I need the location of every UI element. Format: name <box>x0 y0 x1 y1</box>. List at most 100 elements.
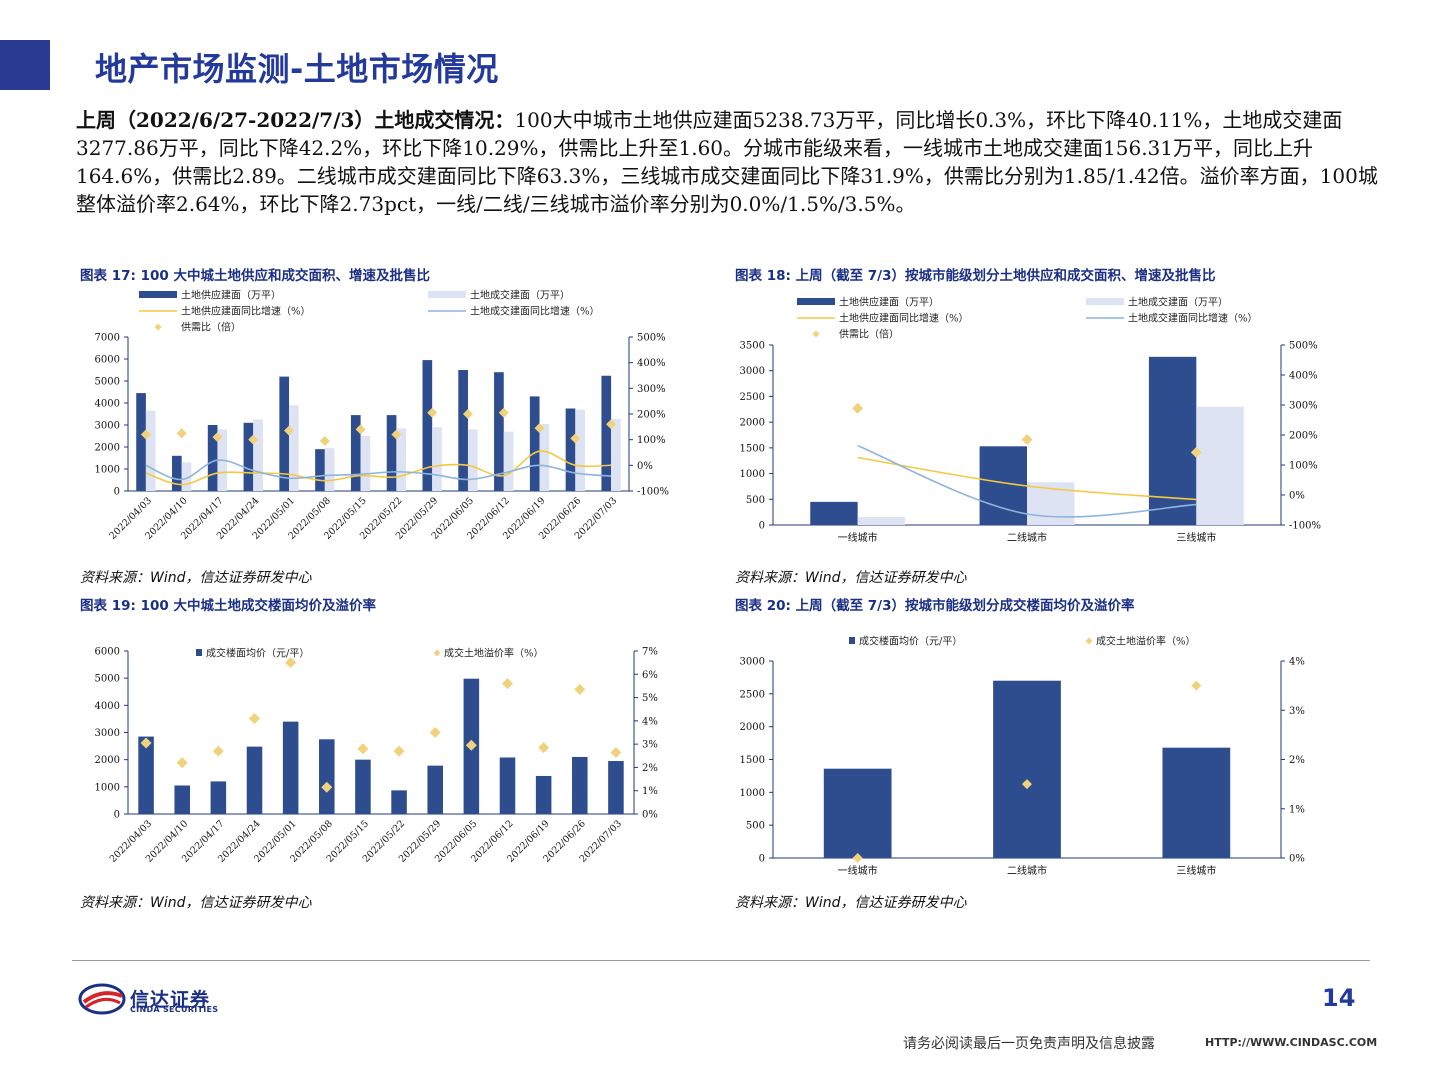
bar-0-11 <box>529 396 540 491</box>
bar-0-0 <box>810 501 858 525</box>
fig19-source: 资料来源：Wind，信达证券研发中心 <box>80 895 312 911</box>
point-4-3 <box>248 434 259 445</box>
fig19-title: 图表 19: 100 大中城土地成交楼面均价及溢价率 <box>80 598 376 614</box>
y2-tick-label-6: 500% <box>637 333 666 344</box>
legend-label-2: 土地供应建面同比增速（%） <box>181 305 311 318</box>
bar-0-12 <box>565 408 576 491</box>
y-tick-label-5: 5000 <box>95 377 120 388</box>
legend-label-0: 成交楼面均价（元/平） <box>859 635 962 648</box>
y2-tick-label-3: 3% <box>642 740 658 751</box>
y2-tick-label-5: 400% <box>1289 371 1318 382</box>
y2-tick-label-1: 1% <box>642 786 658 797</box>
legend-label-0: 成交楼面均价（元/平） <box>206 647 309 660</box>
bar-1-11 <box>539 423 550 491</box>
point-4-10 <box>498 407 509 418</box>
point-1-3 <box>249 713 260 725</box>
legend-label-3: 土地成交建面同比增速（%） <box>1128 312 1258 325</box>
point-4-6 <box>355 424 366 435</box>
y2-tick-label-2: 2% <box>642 763 658 774</box>
x-tick-label-2: 三线城市 <box>1176 531 1216 544</box>
bar-0-4 <box>282 721 299 814</box>
point-4-8 <box>427 407 438 418</box>
y-tick-label-3: 1500 <box>740 755 765 766</box>
y-tick-label-4: 4000 <box>95 701 120 712</box>
y-tick-label-3: 3000 <box>95 728 120 739</box>
summary-body: 100大中城市土地供应建面5238.73万平，同比增长0.3%，环比下降40.1… <box>76 108 1378 216</box>
y-tick-label-5: 5000 <box>95 674 120 685</box>
y-tick-label-6: 3000 <box>740 366 765 377</box>
bar-0-1 <box>172 455 182 491</box>
y2-tick-label-0: -100% <box>637 487 669 498</box>
bar-1-4 <box>289 405 299 491</box>
y2-tick-label-1: 1% <box>1289 804 1305 815</box>
bar-1-1 <box>181 462 192 491</box>
point-4-2 <box>212 432 223 443</box>
point-1-2 <box>1191 680 1202 691</box>
point-4-4 <box>284 425 295 436</box>
legend-label-3: 土地成交建面同比增速（%） <box>470 305 600 318</box>
footer-disclaimer: 请务必阅读最后一页免责声明及信息披露 <box>903 1036 1155 1052</box>
bar-0-0 <box>138 736 154 814</box>
y2-tick-label-5: 5% <box>642 693 658 704</box>
bar-0-5 <box>315 449 325 491</box>
y-tick-label-5: 2500 <box>740 392 765 403</box>
point-4-5 <box>319 435 330 446</box>
point-1-12 <box>574 683 586 695</box>
point-1-10 <box>502 678 513 690</box>
bar-0-0 <box>136 393 146 491</box>
point-1-1 <box>1022 779 1032 790</box>
point-4-1 <box>1021 434 1033 445</box>
bar-0-3 <box>243 422 254 491</box>
y-tick-label-6: 6000 <box>95 647 120 658</box>
y-tick-label-0: 0 <box>759 854 765 865</box>
series-line-3 <box>145 459 612 481</box>
y-tick-label-2: 1000 <box>740 469 765 480</box>
legend-swatch-0 <box>797 298 835 305</box>
bar-0-0 <box>823 768 892 858</box>
y-tick-label-2: 2000 <box>95 755 120 766</box>
bar-0-5 <box>319 739 335 814</box>
bar-0-10 <box>494 372 504 491</box>
point-1-1 <box>176 757 188 769</box>
bar-1-10 <box>503 431 514 491</box>
y2-tick-label-1: 0% <box>1289 491 1305 502</box>
legend-label-0: 土地供应建面（万平） <box>839 296 939 309</box>
fig20-source: 资料来源：Wind，信达证券研发中心 <box>735 895 967 911</box>
y-tick-label-1: 1000 <box>95 782 120 793</box>
bar-1-0 <box>857 516 906 525</box>
legend-label-1: 成交土地溢价率（%） <box>1096 635 1196 648</box>
bar-0-1 <box>993 680 1061 858</box>
page-title: 地产市场监测-土地市场情况 <box>95 50 499 88</box>
legend-label-4: 供需比（倍） <box>839 328 899 341</box>
fig20-title: 图表 20: 上周（截至 7/3）按城市能级划分成交楼面均价及溢价率 <box>735 598 1135 614</box>
y-tick-label-1: 500 <box>746 821 765 832</box>
y2-tick-label-2: 100% <box>1289 461 1318 472</box>
bar-1-13 <box>611 418 621 491</box>
fig19-chart: 0 1000 2000 3000 4000 5000 6000 0% 1% 2% 3% 4% 5% 6% 7… <box>95 647 658 865</box>
point-4-0 <box>140 429 151 440</box>
bar-0-13 <box>601 375 612 491</box>
bar-0-9 <box>458 370 468 491</box>
fig17-chart: 0 1000 2000 3000 4000 5000 6000 7000 -100% 0% 100%… <box>95 289 669 542</box>
legend-swatch-0 <box>196 649 202 656</box>
title-accent-block <box>0 40 50 90</box>
legend-swatch-1 <box>428 291 466 298</box>
y2-tick-label-6: 500% <box>1289 341 1318 352</box>
y2-tick-label-3: 200% <box>1289 431 1318 442</box>
point-1-0 <box>852 853 863 863</box>
y-tick-label-4: 2000 <box>740 418 765 429</box>
series-line-3 <box>857 444 1197 518</box>
y-tick-label-4: 4000 <box>95 399 120 410</box>
legend-label-4: 供需比（倍） <box>181 321 241 334</box>
x-tick-label-2: 三线城市 <box>1176 864 1216 877</box>
bar-0-2 <box>210 781 227 814</box>
y2-tick-label-3: 200% <box>637 410 666 421</box>
bar-0-2 <box>1162 747 1231 858</box>
fig18-source: 资料来源：Wind，信达证券研发中心 <box>735 570 967 586</box>
bar-0-6 <box>355 759 371 814</box>
logo-text-en: CINDA SECURITIES <box>130 1005 219 1014</box>
bar-0-7 <box>386 415 397 491</box>
bar-0-13 <box>608 761 624 814</box>
y-tick-label-2: 2000 <box>95 443 120 454</box>
bar-1-12 <box>575 409 585 491</box>
